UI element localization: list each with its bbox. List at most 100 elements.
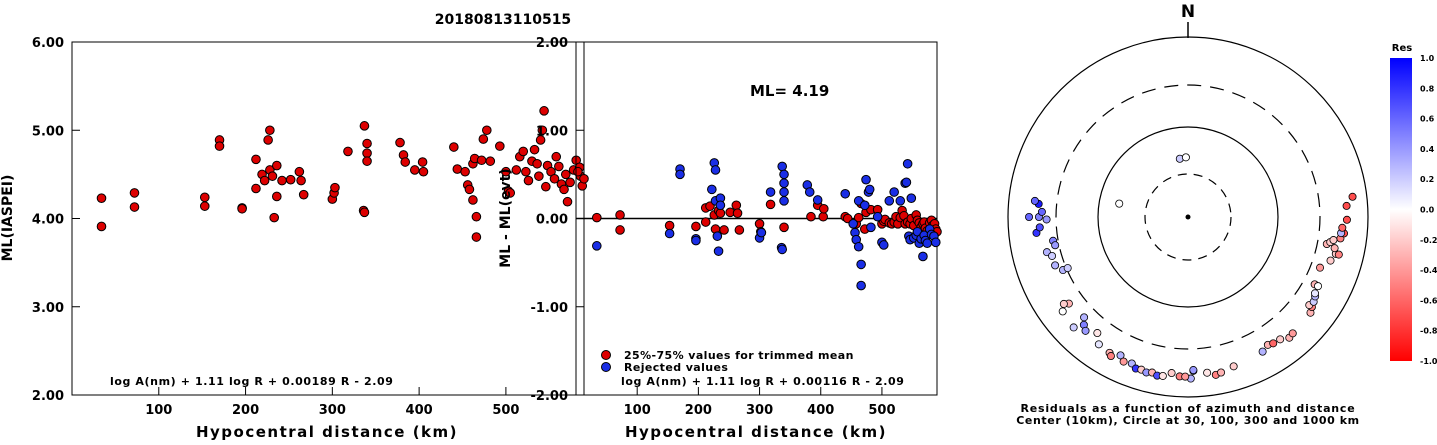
residual-point — [1338, 223, 1347, 232]
ml-point — [541, 181, 551, 192]
rejected-point — [804, 187, 815, 197]
rejected-point — [712, 231, 723, 241]
colorbar-label: 0.2 — [1420, 175, 1434, 184]
residual-point — [1269, 339, 1278, 348]
panel2-y-tick-label: -2.00 — [531, 389, 568, 404]
residual-point — [1119, 357, 1128, 366]
rejected-point — [707, 184, 717, 195]
panel2-y-tick-label: 0.00 — [536, 213, 568, 228]
ml-point — [199, 192, 210, 203]
residual-point — [1189, 366, 1198, 375]
ml-point — [362, 148, 372, 158]
colorbar-title: Res — [1392, 43, 1412, 54]
ml-point — [263, 135, 273, 145]
panel2-x-tick-label: 200 — [685, 403, 712, 418]
residual-point — [1342, 201, 1351, 210]
rejected-point — [860, 200, 870, 211]
ml-point — [362, 138, 372, 149]
panel2-y-label: ML - ML(evt) — [498, 168, 514, 267]
ml-point — [214, 141, 225, 151]
panel2-formula: log A(nm) + 1.11 log R + 0.00116 R - 2.0… — [621, 375, 904, 388]
residual-point — [1326, 256, 1335, 265]
residual-point — [1035, 223, 1044, 232]
rejected-point — [779, 169, 789, 180]
ml-point — [535, 135, 546, 145]
ml-point — [251, 183, 261, 194]
rejected-point — [756, 227, 767, 238]
residual-point — [1094, 340, 1103, 349]
panel1-y-tick-label: 6.00 — [32, 36, 64, 51]
ml-point — [471, 232, 482, 242]
residual-point — [1048, 251, 1057, 260]
figure-title: 20180813110515 — [435, 12, 571, 28]
rejected-point — [848, 218, 858, 229]
residual-point — [1181, 153, 1190, 162]
ml-point — [468, 195, 478, 205]
residual-point — [1311, 289, 1320, 298]
ml-point — [573, 166, 583, 177]
trimmed-point — [731, 200, 742, 211]
rejected-point — [878, 240, 889, 250]
ml-point — [129, 202, 140, 212]
panel1-x-tick-label: 400 — [406, 403, 433, 418]
polar-caption-line2: Center (10km), Circle at 30, 100, 300 an… — [1016, 414, 1360, 427]
residual-point — [1030, 196, 1039, 205]
trimmed-point — [734, 225, 745, 235]
residual-point — [1093, 329, 1102, 338]
rejected-point — [889, 187, 899, 197]
ml-point — [298, 189, 309, 200]
panel2-y-tick-label: 2.00 — [536, 36, 568, 51]
ml-point — [505, 188, 516, 198]
trimmed-point — [853, 212, 864, 223]
ml-point — [267, 171, 278, 181]
ml-point — [565, 177, 575, 188]
ml-point — [343, 146, 353, 157]
ml-point — [96, 221, 107, 232]
trimmed-point — [715, 208, 726, 219]
north-label: N — [1181, 2, 1195, 22]
colorbar-label: -0.6 — [1420, 296, 1437, 305]
trimmed-point — [691, 221, 701, 232]
residual-point — [1167, 369, 1176, 378]
ml-point — [537, 125, 548, 136]
ml-point — [559, 184, 569, 195]
panel2-x-tick-label: 500 — [868, 403, 895, 418]
residual-point — [1288, 329, 1297, 338]
ml-point — [362, 156, 372, 166]
ml-point — [532, 158, 542, 169]
residual-point — [1059, 299, 1068, 308]
residual-point — [1314, 282, 1323, 291]
ml-point — [395, 137, 405, 148]
panel1-x-axis: 100 200 300 400 500 — [145, 387, 519, 418]
residual-point — [1229, 362, 1238, 371]
legend-marker-trimmed — [601, 350, 611, 360]
residual-point — [1203, 368, 1212, 377]
ring-100km — [1097, 126, 1279, 308]
trimmed-point — [765, 199, 776, 210]
ml-point — [521, 166, 531, 177]
rejected-point — [901, 177, 912, 188]
colorbar-label: 0.0 — [1420, 206, 1435, 215]
ml-point — [277, 175, 287, 186]
ml-point — [452, 164, 463, 174]
ml-point — [330, 182, 340, 193]
rejected-point — [918, 251, 928, 262]
ml-point — [237, 203, 247, 214]
ml-point — [539, 106, 549, 116]
panel2-y-tick-label: 1.00 — [536, 124, 568, 139]
colorbar-label: 0.6 — [1420, 115, 1435, 124]
ml-annotation: ML= 4.19 — [750, 82, 829, 100]
panel1-y-axis: 2.00 3.00 4.00 5.00 6.00 — [32, 36, 80, 404]
ml-point — [409, 165, 420, 175]
residual-point — [1051, 261, 1060, 270]
panel1-points — [96, 106, 589, 242]
panel1-x-tick-label: 100 — [145, 403, 172, 418]
rejected-point — [840, 188, 851, 199]
residual-colorbar: Res 1.0 0.8 0.6 0.4 0.2 0.0 -0.2 -0.4 -0.6 -0.8 -1… — [1390, 43, 1437, 366]
trimmed-point — [615, 225, 625, 235]
panel2-x-tick-label: 400 — [807, 403, 834, 418]
ring-1000km — [1007, 36, 1369, 398]
residual-point — [1051, 241, 1060, 250]
rejected-point — [675, 169, 685, 180]
ml-point — [560, 169, 571, 180]
